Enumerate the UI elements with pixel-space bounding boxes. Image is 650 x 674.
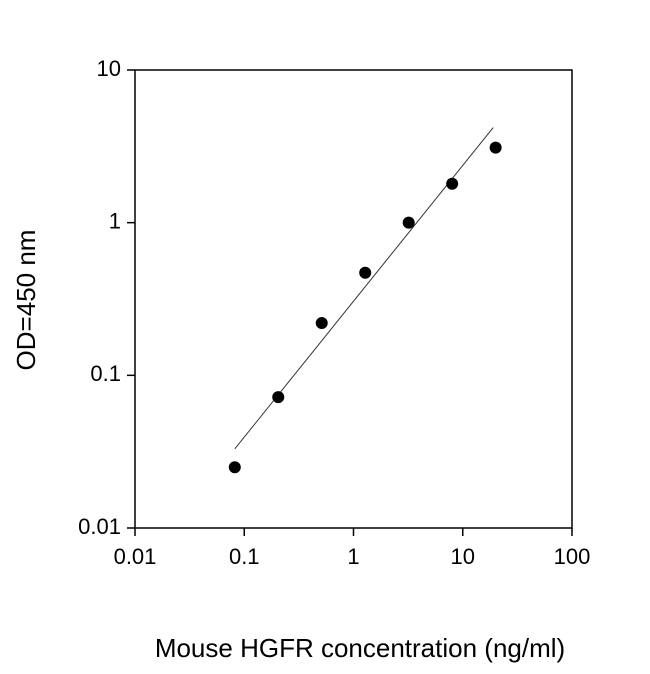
y-tick-label: 0.01	[78, 514, 121, 539]
x-tick-label: 0.1	[229, 544, 260, 569]
data-point	[359, 266, 372, 279]
data-point	[228, 461, 241, 474]
y-tick-label: 10	[97, 56, 121, 81]
y-tick-label: 1	[109, 208, 121, 233]
y-axis-label: OD=450 nm	[11, 230, 41, 371]
x-tick-label: 0.01	[114, 544, 157, 569]
data-point	[315, 317, 328, 330]
x-tick-label: 100	[554, 544, 591, 569]
data-point	[402, 216, 415, 229]
y-tick-label: 0.1	[90, 361, 121, 386]
data-point	[272, 391, 285, 404]
x-axis-label: Mouse HGFR concentration (ng/ml)	[155, 633, 565, 663]
plot-frame	[134, 69, 573, 529]
x-tick-label: 10	[451, 544, 475, 569]
data-point	[446, 177, 459, 190]
data-point	[489, 141, 502, 154]
x-tick-label: 1	[347, 544, 359, 569]
